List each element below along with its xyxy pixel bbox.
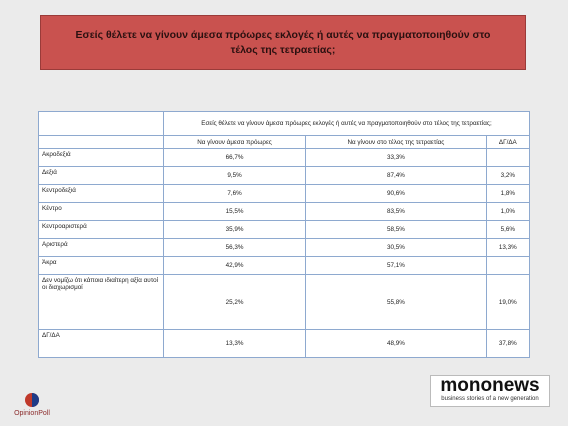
cell: 90,6% <box>305 184 487 203</box>
cell: 5,6% <box>485 220 531 239</box>
table-header: Εσείς θέλετε να γίνουν άμεσα πρόωρες εκλ… <box>163 111 530 136</box>
column-header: ΔΓ/ΔΑ <box>485 135 531 149</box>
table-row: ΔΓ/ΔΑ 13,3% 48,9% 37,8% <box>38 329 531 358</box>
title: Εσείς θέλετε να γίνουν άμεσα πρόωρες εκλ… <box>40 15 526 70</box>
empty-cell <box>38 111 164 136</box>
cell: 48,9% <box>305 329 487 358</box>
cell <box>485 148 531 167</box>
table-row: Κεντροαριστερά 35,9% 58,5% 5,6% <box>38 220 531 239</box>
empty-cell <box>38 135 164 149</box>
cell: 1,0% <box>485 202 531 221</box>
cell: 13,3% <box>162 329 307 358</box>
cell <box>485 256 531 275</box>
row-label: Άκρα <box>38 256 164 275</box>
logo-icon <box>25 393 39 407</box>
cell: 66,7% <box>162 148 307 167</box>
cell: 19,0% <box>485 274 531 330</box>
cell: 25,2% <box>162 274 307 330</box>
row-label: Κεντροδεξιά <box>38 184 164 203</box>
logo-tagline: business stories of a new generation <box>441 396 539 402</box>
header-row: Εσείς θέλετε να γίνουν άμεσα πρόωρες εκλ… <box>38 111 530 136</box>
table-row: Κέντρο 15,5% 83,5% 1,0% <box>38 202 531 221</box>
column-row: Να γίνουν άμεσα πρόωρες Να γίνουν στο τέλ… <box>38 135 531 149</box>
cell: 87,4% <box>305 166 487 185</box>
column-header: Να γίνουν άμεσα πρόωρες <box>162 135 307 149</box>
row-label: Αριστερά <box>38 238 164 257</box>
table-row: Δεξιά 9,5% 87,4% 3,2% <box>38 166 531 185</box>
cell: 30,5% <box>305 238 487 257</box>
table: Εσείς θέλετε να γίνουν άμεσα πρόωρες εκλ… <box>38 111 531 358</box>
cell: 42,9% <box>162 256 307 275</box>
row-label: Δεξιά <box>38 166 164 185</box>
logo-name: mononews <box>440 375 540 396</box>
cell: 33,3% <box>305 148 487 167</box>
opinionpoll-logo: OpinionPoll <box>8 392 56 417</box>
cell: 56,3% <box>162 238 307 257</box>
table-row: Ακροδεξιά 66,7% 33,3% <box>38 148 531 167</box>
cell: 83,5% <box>305 202 487 221</box>
table-row: Άκρα 42,9% 57,1% <box>38 256 531 275</box>
cell: 15,5% <box>162 202 307 221</box>
table-row: Δεν νομίζω ότι κάποια ιδιαίτερη αξία αυτ… <box>38 274 531 330</box>
cell: 57,1% <box>305 256 487 275</box>
cell: 1,8% <box>485 184 531 203</box>
cell: 3,2% <box>485 166 531 185</box>
table-row: Κεντροδεξιά 7,6% 90,6% 1,8% <box>38 184 531 203</box>
mononews-logo: mononews business stories of a new gener… <box>430 375 550 407</box>
table-row: Αριστερά 56,3% 30,5% 13,3% <box>38 238 531 257</box>
row-label: ΔΓ/ΔΑ <box>38 329 164 358</box>
row-label: Ακροδεξιά <box>38 148 164 167</box>
cell: 37,8% <box>485 329 531 358</box>
cell: 55,8% <box>305 274 487 330</box>
logo-text: OpinionPoll <box>14 410 50 417</box>
row-label: Κεντροαριστερά <box>38 220 164 239</box>
row-label: Κέντρο <box>38 202 164 221</box>
cell: 35,9% <box>162 220 307 239</box>
column-header: Να γίνουν στο τέλος της τετραετίας <box>305 135 487 149</box>
cell: 58,5% <box>305 220 487 239</box>
cell: 9,5% <box>162 166 307 185</box>
cell: 13,3% <box>485 238 531 257</box>
row-label: Δεν νομίζω ότι κάποια ιδιαίτερη αξία αυτ… <box>38 274 164 330</box>
cell: 7,6% <box>162 184 307 203</box>
